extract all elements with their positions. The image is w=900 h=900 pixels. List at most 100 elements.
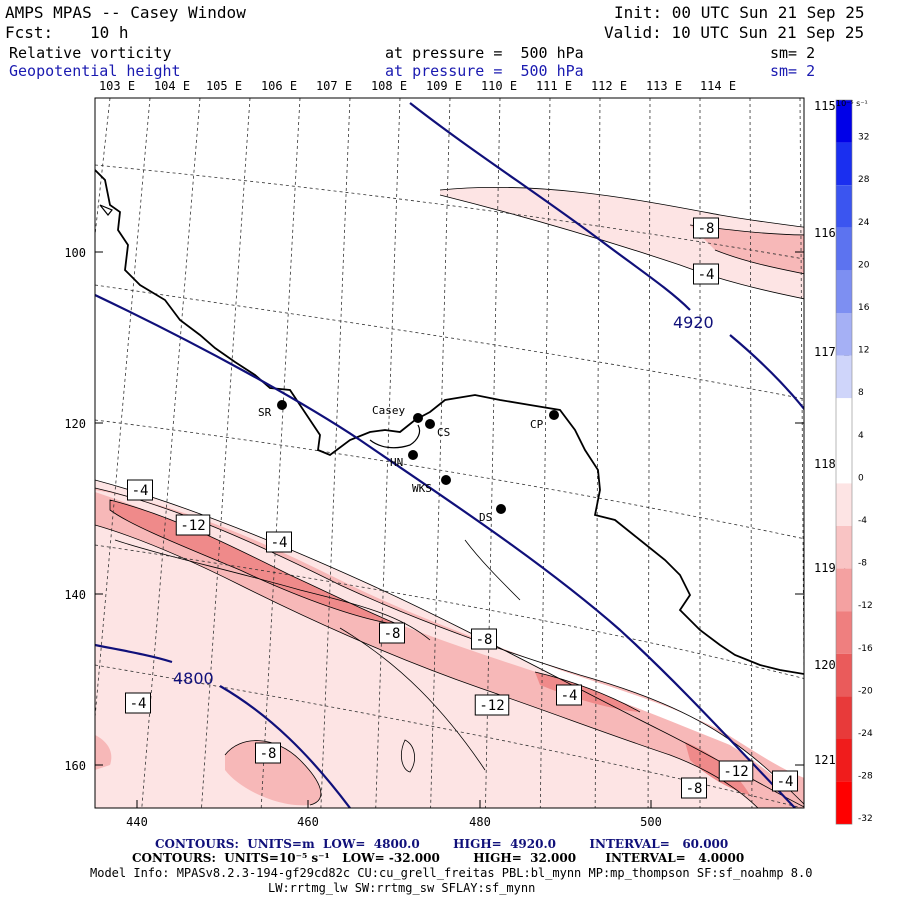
colorbar-tick-label: 32: [858, 133, 869, 143]
vorticity-label: -12: [180, 518, 205, 534]
colorbar-segment: [836, 739, 852, 782]
footer-vorticity-contours: CONTOURS: UNITS=10⁻⁵ s⁻¹ LOW= -32.000 HI…: [132, 851, 745, 865]
station-dot: [496, 504, 506, 514]
colorbar-segment: [836, 270, 852, 313]
vorticity-label: -4: [271, 535, 288, 551]
station-label-casey: Casey: [372, 404, 405, 417]
colorbar-tick-label: 8: [858, 388, 864, 398]
init-time: Init: 00 UTC Sun 21 Sep 25: [614, 3, 865, 22]
coastline: [95, 169, 804, 675]
colorbar-tick-label: -4: [858, 516, 867, 526]
colorbar-segment: [836, 100, 852, 143]
height-label-4800: 4800: [173, 669, 214, 688]
forecast-label: Fcst:: [5, 23, 54, 42]
top-lon-label: 111 E: [536, 79, 572, 93]
footer-model-info-2: LW:rrtmg_lw SW:rrtmg_sw SFLAY:sf_mynn: [268, 881, 536, 895]
x-tick-480: 480: [469, 815, 491, 829]
top-lon-label: 104 E: [154, 79, 190, 93]
x-tick-460: 460: [297, 815, 319, 829]
top-lon-label: 113 E: [646, 79, 682, 93]
vorticity-label: -4: [698, 267, 715, 283]
station-label-sr: SR: [258, 406, 272, 419]
island-outline: [99, 204, 113, 216]
colorbar-segment: [836, 483, 852, 526]
vorticity-label: -12: [479, 698, 504, 714]
colorbar-tick-label: -28: [858, 772, 873, 782]
vorticity-label-box: [175, 514, 211, 536]
vorticity-label: -4: [130, 696, 147, 712]
field1-name: Relative vorticity: [9, 44, 172, 62]
colorbar-tick-label: -8: [858, 559, 867, 569]
top-lon-label: 110 E: [481, 79, 517, 93]
colorbar-segment: [836, 313, 852, 356]
footer-model-info: Model Info: MPASv8.2.3-194-gf29cd82c CU:…: [90, 866, 813, 880]
station-dot: [549, 410, 559, 420]
station-label-cp: CP: [530, 418, 544, 431]
station-label-cs: CS: [437, 426, 450, 439]
station-label-wks: WKS: [412, 482, 432, 495]
top-lon-label: 103 E: [99, 79, 135, 93]
station-dot: [413, 413, 423, 423]
vorticity-label-box: [474, 694, 510, 716]
vorticity-label-box: [693, 217, 719, 239]
colorbar: 32 28 24 20 16 12 8 4 0 -4 -8 -12 -16 -20 -24 -28 -32: [835, 99, 873, 825]
colorbar-segment: [836, 568, 852, 612]
field1-level: at pressure = 500 hPa: [385, 44, 584, 62]
station-dot: [408, 450, 418, 460]
colorbar-tick-label: -12: [858, 601, 873, 611]
colorbar-tick-label: 20: [858, 260, 870, 270]
x-tick-440: 440: [126, 815, 148, 829]
forecast-value: 10 h: [90, 23, 129, 42]
station-label-hn: HN: [390, 456, 403, 469]
top-lon-label: 107 E: [316, 79, 352, 93]
y-tick-100: 100: [64, 246, 86, 260]
vorticity-label: -4: [777, 774, 794, 790]
colorbar-tick-label: -16: [858, 644, 873, 654]
height-label-4920: 4920: [673, 313, 714, 332]
colorbar-segment: [836, 227, 852, 271]
colorbar-segment: [836, 781, 852, 825]
colorbar-tick-label: -20: [858, 686, 873, 696]
colorbar-segment: [836, 696, 852, 739]
station-dot: [425, 419, 435, 429]
colorbar-tick-label: 0: [858, 473, 864, 483]
vorticity-label: -4: [561, 688, 578, 704]
graticule: [95, 98, 804, 808]
axis-ticks: [95, 251, 804, 808]
vorticity-label-box: [255, 742, 281, 764]
colorbar-segment: [836, 440, 852, 484]
station-dot: [277, 400, 287, 410]
colorbar-segment: [836, 185, 852, 228]
top-lon-label: 106 E: [261, 79, 297, 93]
vorticity-label: -8: [686, 781, 703, 797]
station-dot: [441, 475, 451, 485]
vorticity-labels: -8 -4 -4 -12 -4 -8 -8 -4 -12 -4 -8 -12 -8 -4: [125, 217, 798, 799]
top-lon-label: 114 E: [700, 79, 736, 93]
vorticity-label: -8: [476, 632, 493, 648]
colorbar-segment: [836, 142, 852, 186]
vorticity-label-box: [127, 479, 153, 501]
valid-time: Valid: 10 UTC Sun 21 Sep 25: [604, 23, 865, 42]
vorticity-label-box: [693, 263, 719, 285]
vorticity-label: -8: [384, 626, 401, 642]
vorticity-label-box: [471, 628, 497, 650]
y-tick-140: 140: [64, 588, 86, 602]
field2-smoothing: sm= 2: [770, 62, 816, 80]
colorbar-tick-label: -24: [858, 729, 873, 739]
colorbar-tick-label: 16: [858, 303, 870, 313]
top-lon-label: 108 E: [371, 79, 407, 93]
vorticity-label-box: [125, 692, 151, 714]
colorbar-tick-label: 4: [858, 431, 864, 441]
vorticity-label-box: [379, 622, 405, 644]
vorticity-label-box: [266, 531, 292, 553]
colorbar-segment: [836, 526, 852, 569]
vorticity-label-box: [556, 684, 582, 706]
colorbar-tick-label: 28: [858, 175, 870, 185]
vorticity-label-box: [772, 770, 798, 792]
y-tick-160: 160: [64, 759, 86, 773]
height-contours: [95, 102, 804, 808]
map-content: SR Casey CS HN WKS DS CP 4920 4800 -8 -4 -…: [95, 98, 804, 808]
station-label-ds: DS: [479, 511, 492, 524]
colorbar-segment: [836, 653, 852, 697]
